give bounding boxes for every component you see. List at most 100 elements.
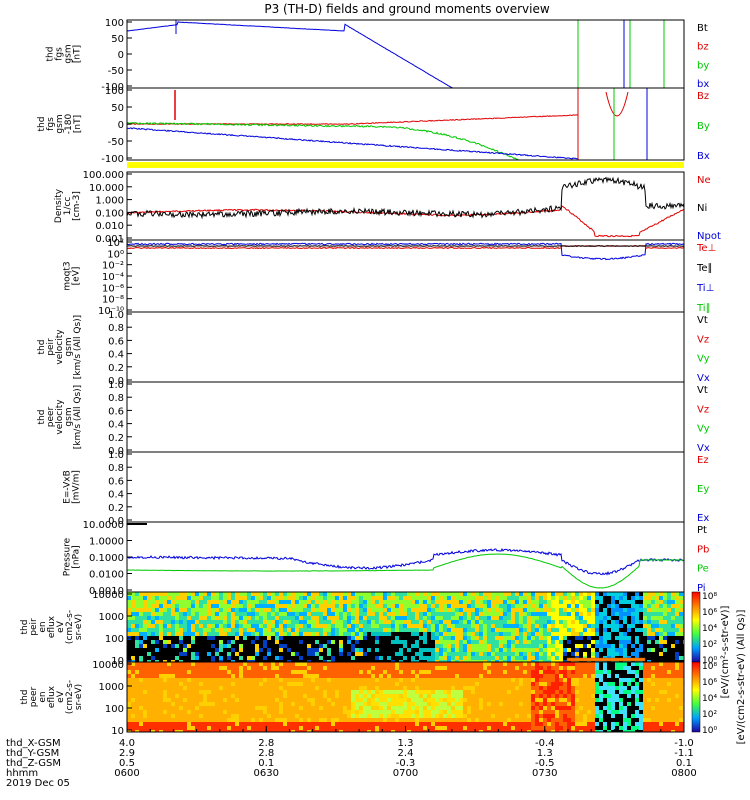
- electron-spectrogram-cell: [311, 718, 315, 722]
- ion-spectrogram-cell: [199, 612, 203, 616]
- electron-spectrogram-cell: [303, 726, 307, 730]
- ion-spectrogram-cell: [383, 644, 387, 648]
- ion-spectrogram-cell: [387, 608, 391, 612]
- electron-spectrogram-cell: [235, 662, 239, 666]
- ion-spectrogram-cell: [475, 648, 479, 652]
- ion-spectrogram-cell: [607, 612, 611, 616]
- ion-spectrogram-cell: [639, 628, 643, 632]
- electron-spectrogram-cell: [203, 682, 207, 686]
- ion-spectrogram-cell: [251, 592, 255, 596]
- ion-spectrogram-cell: [315, 600, 319, 604]
- electron-spectrogram-cell: [383, 682, 387, 686]
- electron-spectrogram-cell: [247, 698, 251, 702]
- electron-spectrogram-cell: [203, 702, 207, 706]
- ion-spectrogram-cell: [239, 616, 243, 620]
- ion-spectrogram-cell: [283, 628, 287, 632]
- ion-spectrogram-cell: [615, 652, 619, 656]
- electron-spectrogram-cell: [615, 670, 619, 674]
- electron-spectrogram-cell: [515, 666, 519, 670]
- electron-spectrogram-cell: [131, 698, 135, 702]
- ion-spectrogram-cell: [655, 644, 659, 648]
- electron-spectrogram-cell: [227, 702, 231, 706]
- electron-spectrogram-cell: [447, 726, 451, 730]
- ion-spectrogram-cell: [551, 600, 555, 604]
- ion-spectrogram-cell: [343, 660, 347, 662]
- ion-spectrogram-cell: [455, 608, 459, 612]
- electron-spectrogram-cell: [327, 726, 331, 730]
- electron-spectrogram-cell: [407, 678, 411, 682]
- ion-spectrogram-cell: [267, 608, 271, 612]
- ion-spectrogram-cell: [567, 592, 571, 596]
- electron-spectrogram-cell: [351, 682, 355, 686]
- electron-spectrogram-cell: [495, 698, 499, 702]
- electron-spectrogram-cell: [487, 722, 491, 726]
- legend-label: Ti∥: [696, 303, 711, 314]
- electron-spectrogram-cell: [191, 670, 195, 674]
- ion-spectrogram-cell: [335, 596, 339, 600]
- ion-spectrogram-cell: [535, 624, 539, 628]
- electron-spectrogram-cell: [443, 718, 447, 722]
- electron-spectrogram-cell: [163, 670, 167, 674]
- electron-spectrogram-cell: [319, 706, 323, 710]
- electron-spectrogram-cell: [199, 710, 203, 714]
- electron-spectrogram-cell: [239, 690, 243, 694]
- electron-spectrogram-cell: [227, 690, 231, 694]
- electron-spectrogram-cell: [319, 662, 323, 666]
- electron-spectrogram-cell: [275, 678, 279, 682]
- electron-spectrogram-cell: [155, 722, 159, 726]
- electron-spectrogram-cell: [131, 722, 135, 726]
- electron-spectrogram-cell: [475, 674, 479, 678]
- electron-spectrogram-cell: [143, 674, 147, 678]
- electron-spectrogram-cell: [595, 662, 599, 666]
- electron-spectrogram-cell: [243, 706, 247, 710]
- ion-spectrogram-cell: [243, 656, 247, 660]
- electron-spectrogram-cell: [199, 718, 203, 722]
- electron-spectrogram-cell: [459, 702, 463, 706]
- y-label-line: thd: [37, 117, 47, 132]
- ion-spectrogram-cell: [351, 640, 355, 644]
- ion-spectrogram-cell: [607, 620, 611, 624]
- ion-spectrogram-cell: [635, 612, 639, 616]
- electron-spectrogram-cell: [535, 666, 539, 670]
- ion-spectrogram-cell: [363, 612, 367, 616]
- ion-spectrogram-cell: [215, 604, 219, 608]
- ion-spectrogram-cell: [511, 608, 515, 612]
- ion-spectrogram-cell: [627, 636, 631, 640]
- ion-spectrogram-cell: [559, 596, 563, 600]
- ion-spectrogram-cell: [539, 604, 543, 608]
- ion-spectrogram-cell: [335, 648, 339, 652]
- panel-frame: [126, 239, 685, 313]
- ion-spectrogram-cell: [355, 624, 359, 628]
- electron-spectrogram-cell: [179, 686, 183, 690]
- electron-spectrogram-cell: [559, 670, 563, 674]
- ion-spectrogram-cell: [543, 636, 547, 640]
- electron-spectrogram-cell: [223, 666, 227, 670]
- electron-spectrogram-cell: [559, 698, 563, 702]
- electron-spectrogram-cell: [503, 698, 507, 702]
- electron-spectrogram-cell: [515, 682, 519, 686]
- ion-spectrogram-cell: [347, 600, 351, 604]
- y-tick-label: 0.8: [108, 463, 124, 474]
- electron-spectrogram-cell: [551, 706, 555, 710]
- ion-spectrogram-cell: [547, 600, 551, 604]
- electron-spectrogram-cell: [127, 682, 131, 686]
- ion-spectrogram-cell: [623, 592, 627, 596]
- electron-spectrogram-cell: [223, 718, 227, 722]
- ion-spectrogram-cell: [443, 652, 447, 656]
- ion-spectrogram-cell: [375, 660, 379, 662]
- electron-spectrogram-cell: [235, 730, 239, 732]
- ion-spectrogram-cell: [363, 600, 367, 604]
- electron-spectrogram-cell: [423, 662, 427, 666]
- ion-spectrogram-cell: [475, 592, 479, 596]
- electron-spectrogram-cell: [519, 686, 523, 690]
- ion-spectrogram-cell: [387, 644, 391, 648]
- electron-spectrogram-cell: [235, 686, 239, 690]
- electron-spectrogram-cell: [403, 686, 407, 690]
- electron-spectrogram-cell: [447, 714, 451, 718]
- ion-spectrogram-cell: [567, 632, 571, 636]
- electron-spectrogram-cell: [315, 666, 319, 670]
- ion-spectrogram-cell: [323, 644, 327, 648]
- ion-spectrogram-cell: [555, 608, 559, 612]
- electron-spectrogram-cell: [503, 722, 507, 726]
